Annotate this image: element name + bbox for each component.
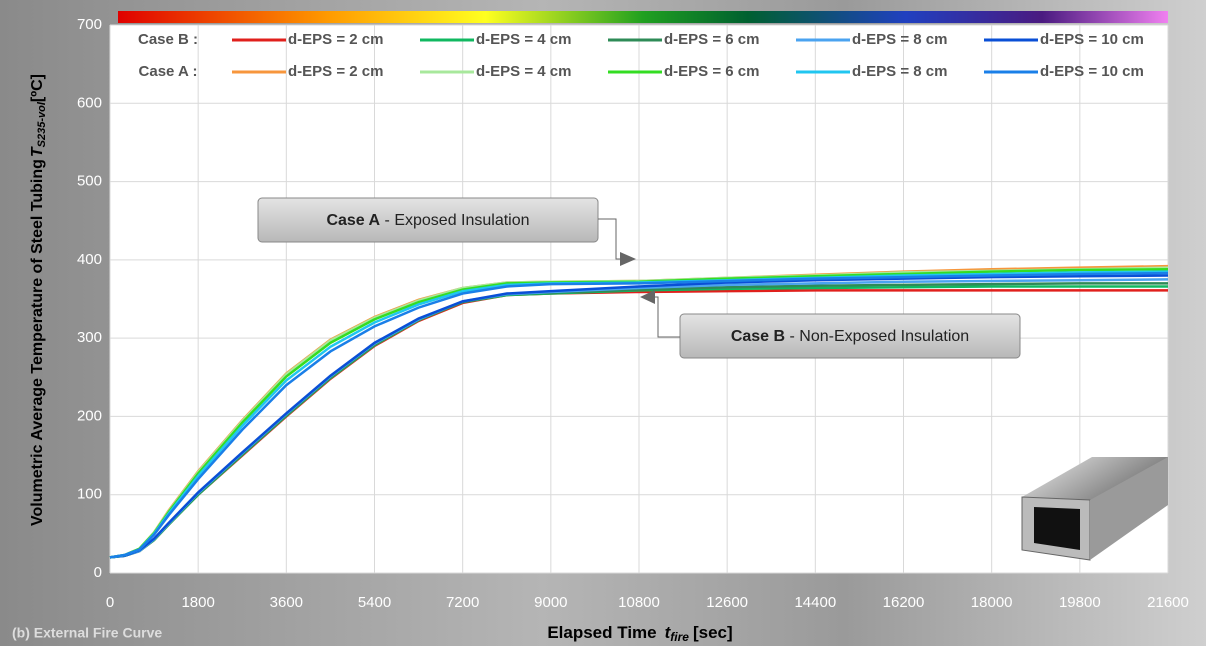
- legend-label: d-EPS = 10 cm: [1040, 31, 1144, 48]
- page: {"chart_data": {"type": "line", "y_label…: [0, 0, 1206, 646]
- x-tick-label: 7200: [446, 594, 479, 611]
- y-tick-label: 0: [94, 564, 102, 581]
- y-tick-label: 600: [77, 94, 102, 111]
- annotation-text: - Exposed Insulation: [380, 212, 529, 229]
- annotation-bold: Case B: [731, 328, 785, 345]
- legend-label: d-EPS = 2 cm: [288, 31, 383, 48]
- legend-group: Case A :: [139, 63, 198, 80]
- x-label-sub: fire: [670, 630, 689, 644]
- legend-label: d-EPS = 4 cm: [476, 63, 571, 80]
- x-label-text: Elapsed Time: [547, 623, 656, 642]
- x-tick-label: 19800: [1059, 594, 1101, 611]
- y-label-unit: [ºC]: [29, 74, 46, 102]
- x-tick-label: 21600: [1147, 594, 1189, 611]
- y-label-sub: S235-vol: [36, 101, 48, 147]
- annotation: Case A - Exposed Insulation: [326, 212, 529, 229]
- legend-label: d-EPS = 8 cm: [852, 31, 947, 48]
- annotation: Case B - Non-Exposed Insulation: [731, 328, 969, 345]
- footnote: (b) External Fire Curve: [12, 625, 162, 641]
- legend-label: d-EPS = 4 cm: [476, 31, 571, 48]
- y-tick-label: 500: [77, 173, 102, 190]
- legend-label: d-EPS = 6 cm: [664, 63, 759, 80]
- y-tick-label: 200: [77, 407, 102, 424]
- x-tick-label: 0: [106, 594, 114, 611]
- x-tick-label: 12600: [706, 594, 748, 611]
- x-tick-label: 9000: [534, 594, 567, 611]
- annotation-text: - Non-Exposed Insulation: [785, 328, 969, 345]
- y-tick-label: 100: [77, 486, 102, 503]
- x-tick-label: 14400: [794, 594, 836, 611]
- legend-label: d-EPS = 2 cm: [288, 63, 383, 80]
- x-tick-label: 10800: [618, 594, 660, 611]
- y-tick-label: 400: [77, 251, 102, 268]
- legend-label: d-EPS = 10 cm: [1040, 63, 1144, 80]
- legend-group: Case B :: [138, 31, 198, 48]
- y-label-text: Volumetric Average Temperature of Steel …: [29, 159, 46, 526]
- y-tick-label: 700: [77, 16, 102, 33]
- x-label-unit: [sec]: [693, 623, 733, 642]
- y-tick-label: 300: [77, 329, 102, 346]
- chart: Case A - Exposed Insulation Case B - Non…: [0, 0, 1206, 646]
- color-bar: [118, 11, 1168, 23]
- legend-label: d-EPS = 8 cm: [852, 63, 947, 80]
- x-tick-label: 5400: [358, 594, 391, 611]
- x-tick-label: 1800: [181, 594, 214, 611]
- x-tick-label: 3600: [270, 594, 303, 611]
- x-tick-label: 18000: [971, 594, 1013, 611]
- legend-label: d-EPS = 6 cm: [664, 31, 759, 48]
- annotation-bold: Case A: [326, 212, 380, 229]
- x-tick-label: 16200: [883, 594, 925, 611]
